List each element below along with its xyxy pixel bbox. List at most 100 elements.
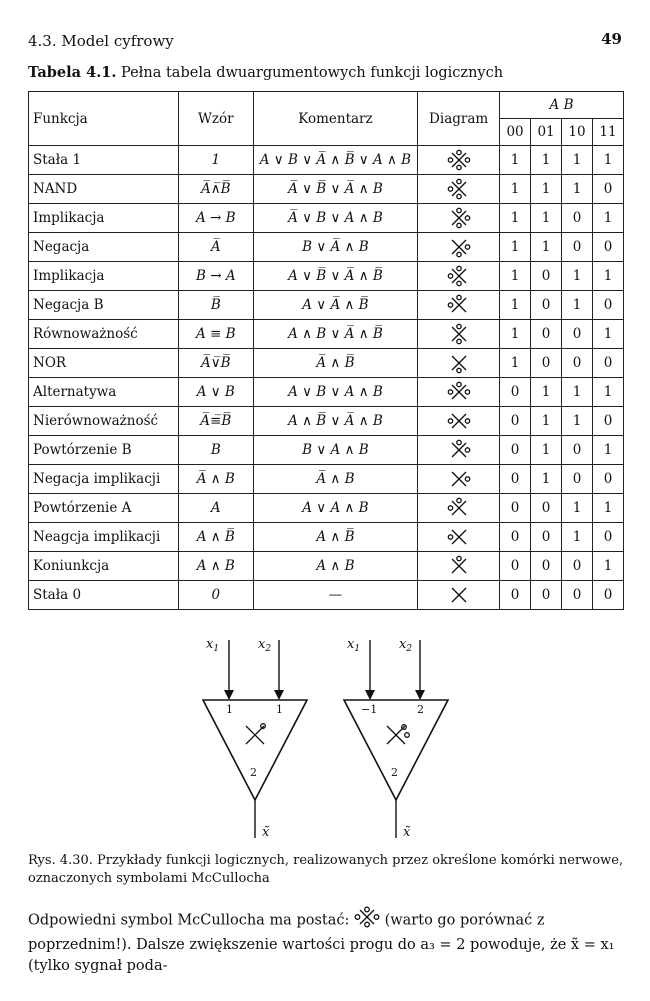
mcculloch-figure: x1 x2 1 1 2 x̃ x1 x2 −1 2 2 x̃: [201, 637, 450, 840]
cell-value: 1: [530, 377, 563, 407]
cell-value: 0: [591, 174, 625, 204]
cell-komentarz: A ∧ B̅: [252, 522, 419, 552]
cell-value: 1: [499, 174, 532, 204]
cell-value: 0: [530, 580, 563, 610]
right-output-label: x̃: [403, 825, 411, 840]
mcculloch-diagram-icon: [422, 265, 495, 287]
cell-wzor: 0: [177, 580, 254, 610]
cell-value: 1: [530, 232, 563, 262]
cell-diagram: [417, 406, 501, 436]
cell-diagram: [417, 232, 501, 262]
cell-wzor: B̅: [177, 290, 254, 320]
cell-value: 0: [561, 464, 593, 494]
left-weight-2: 1: [276, 703, 283, 716]
cell-value: 0: [530, 522, 563, 552]
cell-value: 1: [499, 203, 532, 233]
running-header: 4.3. Model cyfrowy: [28, 32, 174, 50]
cell-value: 1: [499, 319, 532, 349]
figure-caption: Rys. 4.30. Przykłady funkcji logicznych,…: [28, 853, 624, 887]
cell-value: 0: [499, 435, 532, 465]
cell-funkcja: Powtórzenie A: [28, 493, 179, 523]
cell-diagram: [417, 319, 501, 349]
cell-wzor: A̅∧̅B̅: [177, 174, 254, 204]
cell-value: 0: [530, 319, 563, 349]
cell-wzor: A ∨ B: [177, 377, 254, 407]
cell-value: 1: [591, 377, 625, 407]
cell-value: 0: [561, 435, 593, 465]
cell-value: 0: [591, 290, 625, 320]
mcculloch-inline-icon: [354, 906, 380, 935]
cell-value: 1: [499, 348, 532, 378]
cell-value: 0: [591, 580, 625, 610]
mcculloch-diagram-icon: [422, 178, 495, 200]
paragraph-text-1: Odpowiedni symbol McCullocha ma postać:: [28, 912, 350, 929]
cell-funkcja: Koniunkcja: [28, 551, 179, 581]
cell-komentarz: B ∨ A ∧ B: [252, 435, 419, 465]
cell-value: 1: [530, 203, 563, 233]
cell-diagram: [417, 348, 501, 378]
cell-value: 0: [499, 522, 532, 552]
cell-value: 1: [530, 464, 563, 494]
right-mcculloch-symbol: [386, 724, 410, 745]
cell-funkcja: Stała 0: [28, 580, 179, 610]
cell-diagram: [417, 580, 501, 610]
cell-value: 0: [591, 406, 625, 436]
cell-value: 1: [530, 174, 563, 204]
body-paragraph: Odpowiedni symbol McCullocha ma postać: …: [28, 906, 624, 977]
cell-komentarz: A̅ ∧ B̅: [252, 348, 419, 378]
right-threshold: 2: [391, 766, 398, 779]
col-header-diagram: Diagram: [417, 91, 501, 146]
cell-value: 1: [591, 203, 625, 233]
cell-komentarz: —: [252, 580, 419, 610]
cell-value: 1: [499, 145, 532, 175]
cell-funkcja: Stała 1: [28, 145, 179, 175]
cell-value: 0: [499, 493, 532, 523]
mcculloch-diagram-icon: [422, 323, 495, 345]
cell-value: 0: [499, 580, 532, 610]
cell-wzor: A → B: [177, 203, 254, 233]
cell-value: 1: [561, 493, 593, 523]
cell-komentarz: A ∨ B̅ ∨ A̅ ∧ B̅: [252, 261, 419, 291]
cell-value: 1: [561, 377, 593, 407]
mcculloch-diagram-icon: [422, 526, 495, 548]
cell-value: 0: [591, 232, 625, 262]
cell-value: 0: [561, 319, 593, 349]
cell-value: 0: [591, 522, 625, 552]
page-number: 49: [601, 30, 622, 48]
cell-funkcja: Negacja B: [28, 290, 179, 320]
table-row: Neagcja implikacji A ∧ B̅ A ∧ B̅ 0 0 1 0: [28, 522, 625, 552]
cell-wzor: A ∧ B̅: [177, 522, 254, 552]
cell-funkcja: Powtórzenie B: [28, 435, 179, 465]
cell-funkcja: Alternatywa: [28, 377, 179, 407]
paragraph-text-2: (warto go porównać z poprzednim!). Dalsz…: [28, 912, 615, 975]
cell-komentarz: A ∨ B ∨ A̅ ∧ B̅ ∨ A ∧ B: [252, 145, 419, 175]
mcculloch-diagram-icon: [422, 555, 495, 577]
cell-value: 1: [591, 551, 625, 581]
cell-funkcja: Nierównoważność: [28, 406, 179, 436]
cell-wzor: 1: [177, 145, 254, 175]
cell-komentarz: A̅ ∧ B: [252, 464, 419, 494]
cell-value: 0: [530, 493, 563, 523]
table-row: NOR A̅∨̅B̅ A̅ ∧ B̅ 1 0 0 0: [28, 348, 625, 378]
left-output-label: x̃: [262, 825, 270, 840]
cell-wzor: A̅: [177, 232, 254, 262]
cell-komentarz: A ∨ A ∧ B: [252, 493, 419, 523]
right-input-2-label: x2: [399, 637, 412, 654]
neuron-right: x1 x2 −1 2 2 x̃: [342, 637, 450, 840]
cell-diagram: [417, 174, 501, 204]
mcculloch-diagram-icon: [422, 149, 495, 171]
cell-wzor: A̅ ∧ B: [177, 464, 254, 494]
cell-value: 1: [530, 435, 563, 465]
col-header-11: 11: [591, 118, 625, 146]
cell-komentarz: A ∧ B̅ ∨ A̅ ∧ B: [252, 406, 419, 436]
cell-komentarz: A ∨ B ∨ A ∧ B: [252, 377, 419, 407]
cell-value: 1: [561, 145, 593, 175]
mcculloch-diagram-icon: [422, 207, 495, 229]
